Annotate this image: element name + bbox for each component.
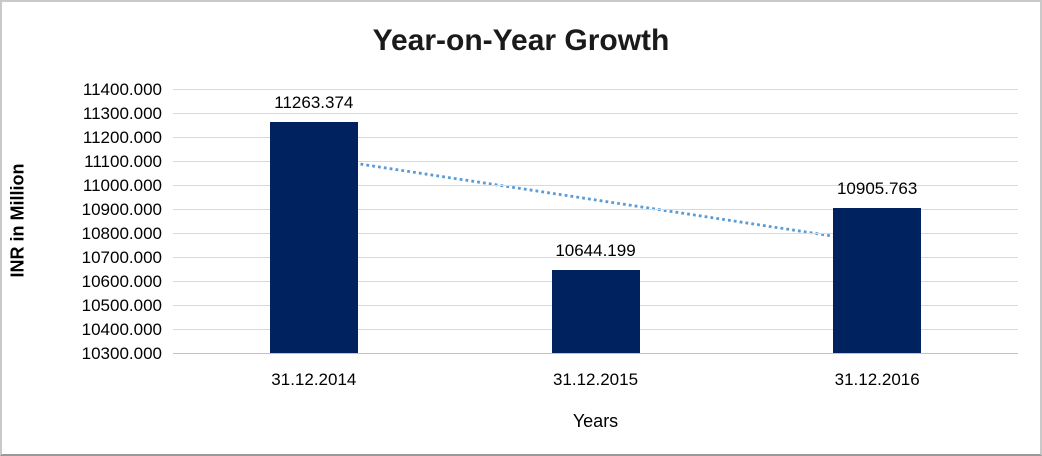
y-axis-title: INR in Million <box>7 163 28 278</box>
y-tick-label: 10800.000 <box>81 224 162 243</box>
bar <box>551 270 640 353</box>
y-tick-label: 11400.000 <box>82 80 162 99</box>
gridline <box>173 185 1018 186</box>
gridline <box>173 233 1018 234</box>
trendline-segment <box>313 155 878 245</box>
x-tick-label: 31.12.2014 <box>271 370 357 389</box>
y-tick-label: 10900.000 <box>81 200 162 219</box>
y-tick-label: 11200.000 <box>82 128 162 147</box>
gridline <box>173 113 1018 114</box>
x-tick-label: 31.12.2016 <box>834 370 920 389</box>
y-tick-label: 11100.000 <box>84 152 162 171</box>
chart-title: Year-on-Year Growth <box>372 24 670 57</box>
bar <box>269 121 358 353</box>
gridline <box>173 137 1018 138</box>
bar <box>833 207 922 353</box>
gridline <box>173 161 1018 162</box>
y-tick-label: 10700.000 <box>81 248 162 267</box>
trendline <box>313 155 878 245</box>
gridline <box>173 89 1018 90</box>
y-tick-label: 10600.000 <box>81 272 162 291</box>
bar-value-label: 10905.763 <box>836 178 918 198</box>
gridline <box>173 209 1018 210</box>
y-tick-label: 10500.000 <box>81 296 162 315</box>
y-tick-label: 11300.000 <box>82 104 162 123</box>
x-axis-title: Years <box>572 411 619 431</box>
x-tick-label: 31.12.2015 <box>552 370 639 389</box>
y-tick-label: 10400.000 <box>81 320 162 339</box>
bar-value-label: 11263.374 <box>274 92 354 112</box>
y-tick-label: 10300.000 <box>81 344 162 363</box>
gridline <box>173 257 1018 258</box>
y-tick-label: 11000.000 <box>82 176 162 195</box>
gridline <box>173 353 1018 354</box>
bar-value-label: 10644.199 <box>555 241 636 261</box>
